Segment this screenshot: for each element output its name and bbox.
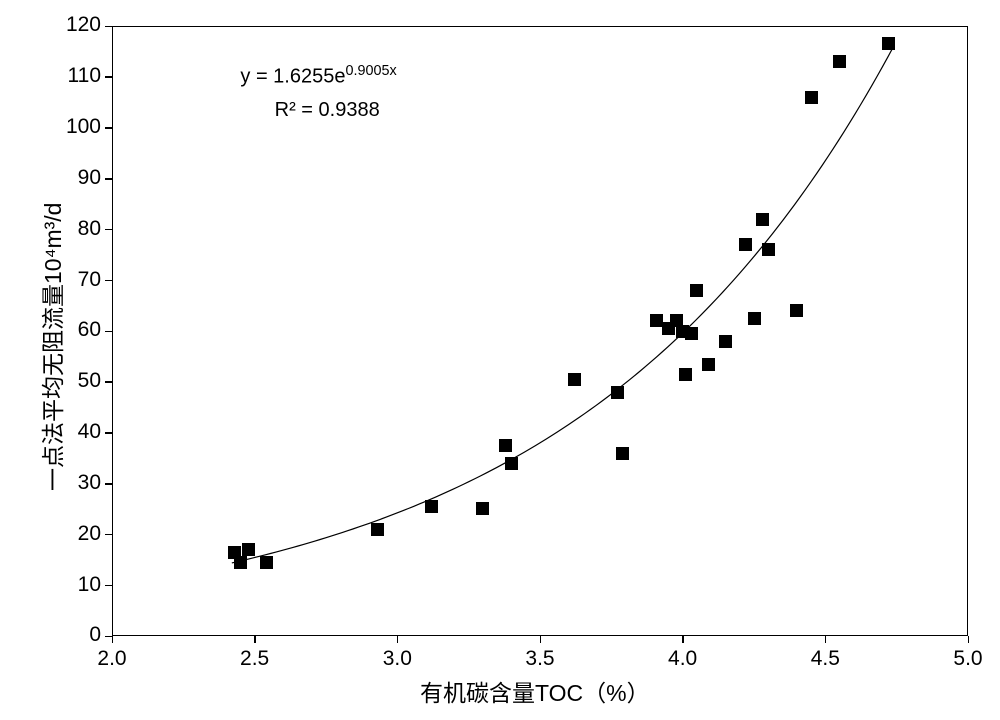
x-tick-label: 2.5 bbox=[225, 647, 285, 671]
equation-annotation: y = 1.6255e0.9005x bbox=[240, 63, 396, 89]
y-tick-label: 120 bbox=[41, 13, 101, 37]
data-point bbox=[790, 304, 803, 317]
y-tick-mark bbox=[105, 432, 112, 434]
y-tick-mark bbox=[105, 636, 112, 638]
data-point bbox=[685, 327, 698, 340]
y-tick-mark bbox=[105, 280, 112, 282]
data-point bbox=[690, 284, 703, 297]
data-point bbox=[425, 500, 438, 513]
y-tick-label: 20 bbox=[41, 522, 101, 546]
data-point bbox=[679, 368, 692, 381]
scatter-chart: 2.02.53.03.54.04.55.0 010203040506070809… bbox=[0, 0, 1000, 720]
data-point bbox=[833, 55, 846, 68]
x-tick-label: 3.0 bbox=[367, 647, 427, 671]
data-point bbox=[762, 243, 775, 256]
x-tick-mark bbox=[540, 636, 542, 643]
y-tick-mark bbox=[105, 76, 112, 78]
y-tick-mark bbox=[105, 178, 112, 180]
x-tick-label: 3.5 bbox=[510, 647, 570, 671]
data-point bbox=[371, 523, 384, 536]
data-point bbox=[260, 556, 273, 569]
y-tick-mark bbox=[105, 483, 112, 485]
data-point bbox=[702, 358, 715, 371]
equation-exponent: 0.9005x bbox=[345, 63, 396, 79]
y-tick-mark bbox=[105, 381, 112, 383]
y-tick-mark bbox=[105, 331, 112, 333]
equation-prefix: y = 1.6255e bbox=[240, 65, 345, 87]
x-tick-mark bbox=[825, 636, 827, 643]
x-tick-label: 4.5 bbox=[795, 647, 855, 671]
data-point bbox=[616, 447, 629, 460]
y-tick-label: 90 bbox=[41, 166, 101, 190]
y-tick-mark bbox=[105, 127, 112, 129]
y-tick-label: 100 bbox=[41, 115, 101, 139]
data-point bbox=[234, 556, 247, 569]
x-tick-label: 2.0 bbox=[82, 647, 142, 671]
data-point bbox=[242, 543, 255, 556]
y-tick-mark bbox=[105, 534, 112, 536]
data-point bbox=[611, 386, 624, 399]
data-point bbox=[739, 238, 752, 251]
x-tick-mark bbox=[968, 636, 970, 643]
y-tick-mark bbox=[105, 229, 112, 231]
data-point bbox=[499, 439, 512, 452]
x-axis-label: 有机碳含量TOC（%） bbox=[420, 674, 650, 708]
y-tick-label: 0 bbox=[41, 623, 101, 647]
y-tick-mark bbox=[105, 26, 112, 28]
x-tick-label: 4.0 bbox=[653, 647, 713, 671]
x-tick-mark bbox=[682, 636, 684, 643]
x-tick-mark bbox=[254, 636, 256, 643]
y-tick-label: 10 bbox=[41, 573, 101, 597]
data-point bbox=[719, 335, 732, 348]
y-tick-label: 110 bbox=[41, 64, 101, 88]
data-point bbox=[476, 502, 489, 515]
data-point bbox=[568, 373, 581, 386]
r-squared-annotation: R² = 0.9388 bbox=[275, 99, 380, 122]
x-tick-label: 5.0 bbox=[938, 647, 998, 671]
data-point bbox=[882, 37, 895, 50]
y-axis-label: 一点法平均无阻流量10⁴m³/d bbox=[34, 203, 68, 491]
plot-border bbox=[112, 26, 968, 636]
x-tick-mark bbox=[112, 636, 114, 643]
data-point bbox=[748, 312, 761, 325]
x-tick-mark bbox=[397, 636, 399, 643]
data-point bbox=[756, 213, 769, 226]
y-tick-mark bbox=[105, 585, 112, 587]
data-point bbox=[805, 91, 818, 104]
data-point bbox=[505, 457, 518, 470]
